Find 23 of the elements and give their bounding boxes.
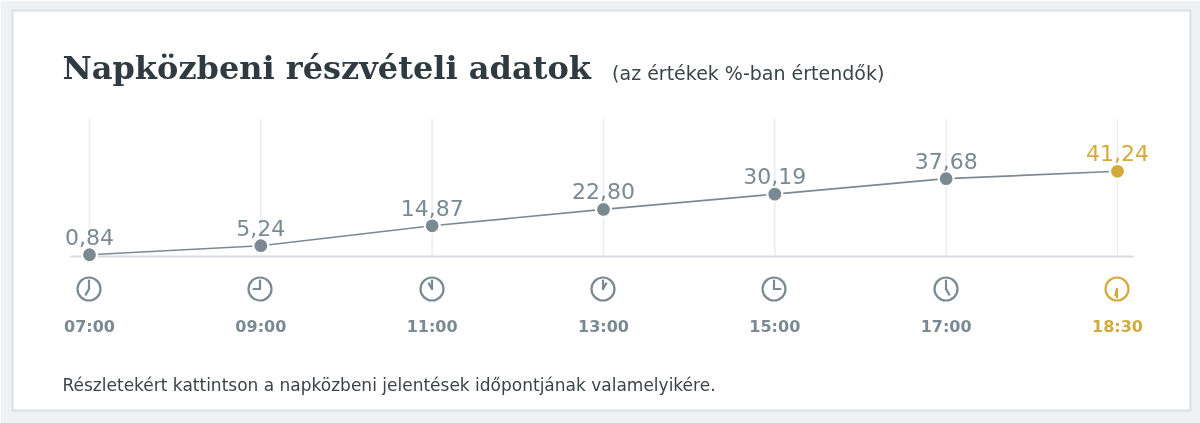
data-label: 37,68 [914, 148, 978, 174]
point [937, 170, 955, 188]
point [80, 246, 99, 264]
chart-title: Napközbeni részvételi adatok [62, 48, 592, 87]
data-label: 0,84 [65, 224, 114, 250]
data-label: 41,24 [1085, 141, 1149, 167]
data-label: 22,80 [572, 179, 635, 205]
x-tick-label: 18:30 [1092, 317, 1143, 336]
point [252, 237, 270, 255]
x-tick-label: 09:00 [235, 317, 287, 336]
data-label: 5,24 [236, 215, 286, 241]
x-tick-label: 11:00 [406, 317, 458, 336]
point [594, 200, 613, 218]
x-tick-label: 07:00 [64, 317, 115, 336]
point [423, 217, 441, 235]
x-tick-label: 15:00 [749, 317, 801, 336]
point [766, 185, 784, 203]
chart-subtitle: (az értékek %-ban értendők) [612, 61, 885, 84]
x-tick-label: 17:00 [920, 317, 972, 336]
x-tick-label: 13:00 [578, 317, 629, 336]
data-label: 14,87 [400, 195, 464, 221]
text: Részletekért kattintson a napközbeni jelentések időpontjának valamelyikére. [62, 374, 716, 395]
data-label: 30,19 [743, 164, 807, 190]
